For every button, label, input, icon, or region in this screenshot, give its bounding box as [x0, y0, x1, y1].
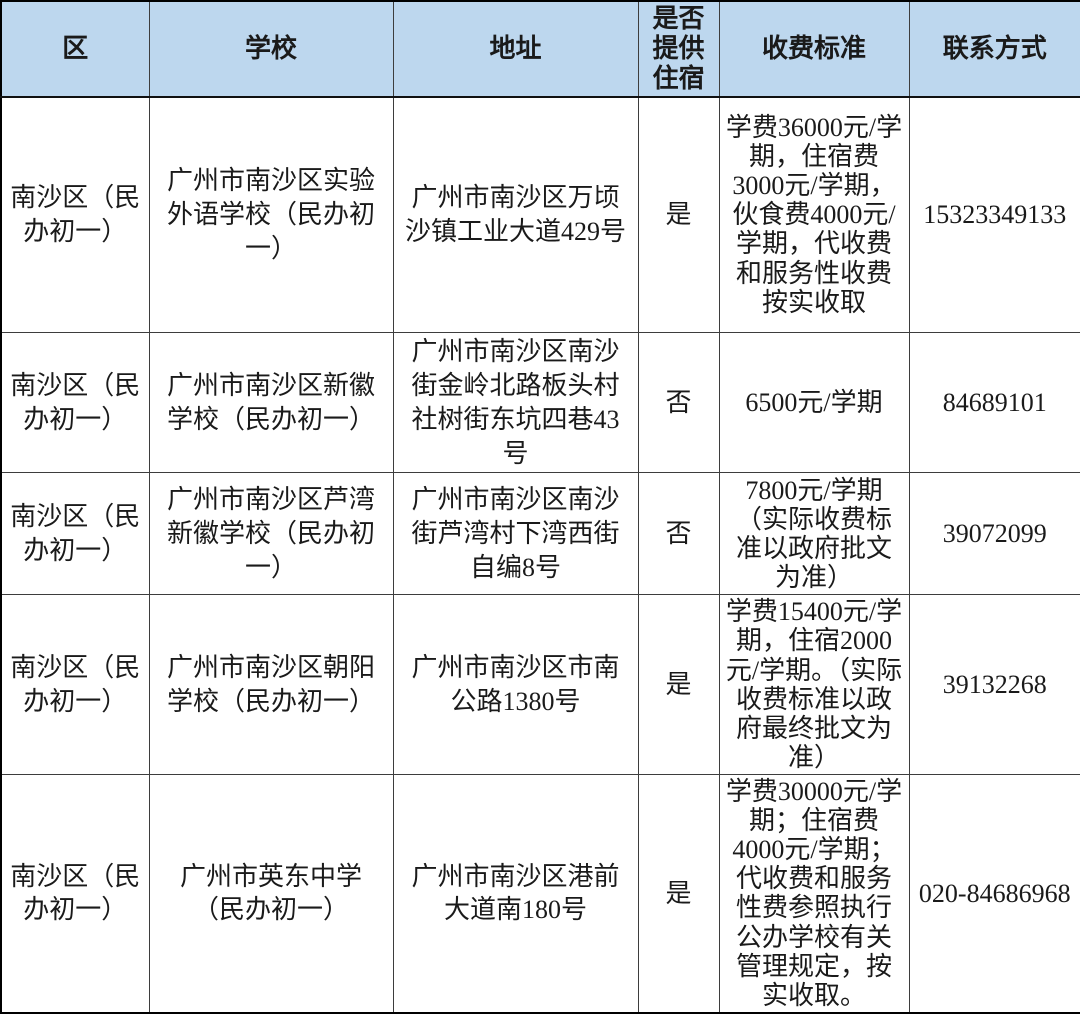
cell-district: 南沙区（民办初一） [0, 472, 150, 596]
column-header-address: 地址 [392, 0, 639, 98]
cell-boarding: 是 [637, 774, 720, 1014]
cell-boarding: 否 [637, 332, 720, 474]
cell-fee: 学费15400元/学期，住宿2000元/学期。（实际收费标准以政府最终批文为准） [718, 594, 910, 776]
table-row: 南沙区（民办初一） 广州市南沙区新徽学校（民办初一） 广州市南沙区南沙街金岭北路… [0, 332, 1080, 474]
cell-fee: 7800元/学期（实际收费标准以政府批文为准） [718, 472, 910, 596]
cell-fee: 6500元/学期 [718, 332, 910, 474]
column-header-school: 学校 [148, 0, 394, 98]
cell-district: 南沙区（民办初一） [0, 774, 150, 1014]
cell-contact: 020-84686968 [908, 774, 1080, 1014]
cell-school: 广州市南沙区实验外语学校（民办初一） [148, 96, 394, 334]
cell-contact: 84689101 [908, 332, 1080, 474]
cell-district: 南沙区（民办初一） [0, 332, 150, 474]
cell-address: 广州市南沙区港前大道南180号 [392, 774, 639, 1014]
cell-address: 广州市南沙区市南公路1380号 [392, 594, 639, 776]
table-row: 南沙区（民办初一） 广州市南沙区实验外语学校（民办初一） 广州市南沙区万顷沙镇工… [0, 96, 1080, 334]
cell-address: 广州市南沙区南沙街芦湾村下湾西街自编8号 [392, 472, 639, 596]
cell-school: 广州市南沙区芦湾新徽学校（民办初一） [148, 472, 394, 596]
table-row: 南沙区（民办初一） 广州市英东中学（民办初一） 广州市南沙区港前大道南180号 … [0, 774, 1080, 1014]
cell-district: 南沙区（民办初一） [0, 96, 150, 334]
cell-boarding: 否 [637, 472, 720, 596]
cell-boarding: 是 [637, 594, 720, 776]
cell-contact: 39072099 [908, 472, 1080, 596]
cell-district: 南沙区（民办初一） [0, 594, 150, 776]
column-header-fee: 收费标准 [718, 0, 910, 98]
cell-contact: 39132268 [908, 594, 1080, 776]
cell-boarding: 是 [637, 96, 720, 334]
column-header-contact: 联系方式 [908, 0, 1080, 98]
table-row: 南沙区（民办初一） 广州市南沙区朝阳学校（民办初一） 广州市南沙区市南公路138… [0, 594, 1080, 776]
cell-school: 广州市南沙区新徽学校（民办初一） [148, 332, 394, 474]
cell-contact: 15323349133 [908, 96, 1080, 334]
cell-fee: 学费30000元/学期；住宿费4000元/学期；代收费和服务性费参照执行公办学校… [718, 774, 910, 1014]
cell-address: 广州市南沙区南沙街金岭北路板头村社树街东坑四巷43号 [392, 332, 639, 474]
cell-address: 广州市南沙区万顷沙镇工业大道429号 [392, 96, 639, 334]
cell-school: 广州市南沙区朝阳学校（民办初一） [148, 594, 394, 776]
cell-fee: 学费36000元/学期，住宿费3000元/学期，伙食费4000元/学期，代收费和… [718, 96, 910, 334]
table-row: 南沙区（民办初一） 广州市南沙区芦湾新徽学校（民办初一） 广州市南沙区南沙街芦湾… [0, 472, 1080, 596]
column-header-district: 区 [0, 0, 150, 98]
column-header-boarding: 是否提供住宿 [637, 0, 720, 98]
table-header-row: 区 学校 地址 是否提供住宿 收费标准 联系方式 [0, 0, 1080, 98]
cell-school: 广州市英东中学（民办初一） [148, 774, 394, 1014]
table-header: 区 学校 地址 是否提供住宿 收费标准 联系方式 [0, 0, 1080, 98]
table-body: 南沙区（民办初一） 广州市南沙区实验外语学校（民办初一） 广州市南沙区万顷沙镇工… [0, 96, 1080, 1014]
